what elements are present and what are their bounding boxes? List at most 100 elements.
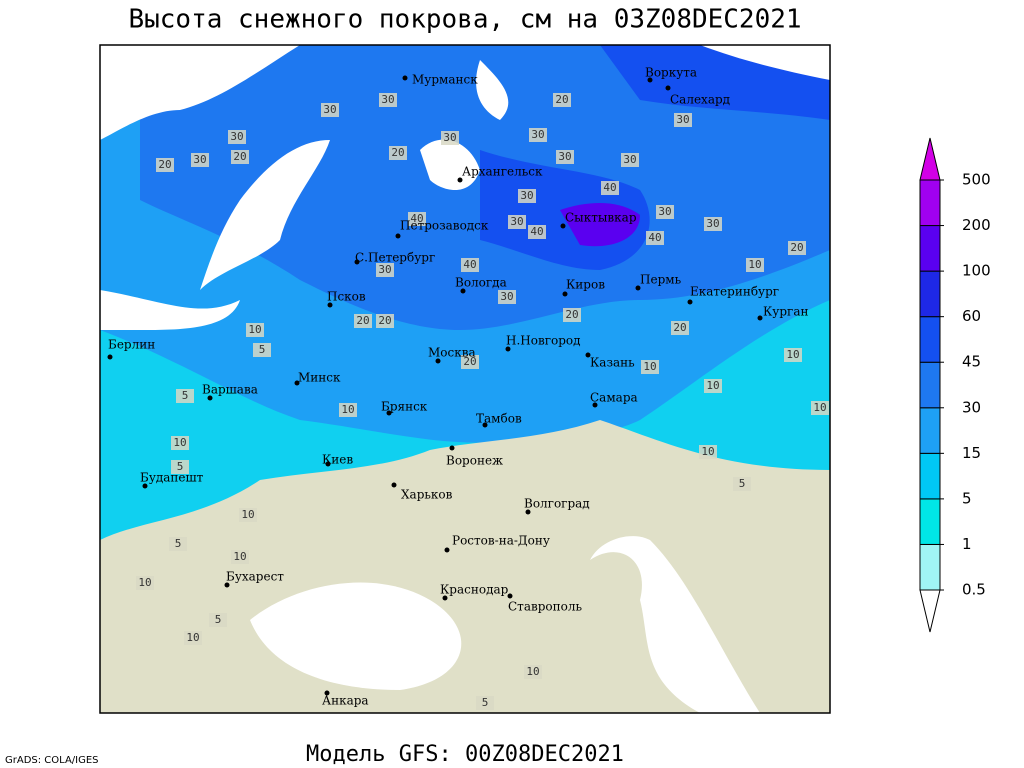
contour-label: 20 — [790, 241, 803, 254]
city-label: Бухарест — [226, 570, 284, 584]
city-dot — [560, 223, 566, 229]
contour-label-bg — [784, 348, 802, 362]
contour-label: 20 — [356, 314, 369, 327]
map-frame — [99, 44, 831, 714]
contour-label-bg — [671, 321, 689, 335]
contour-label: 20 — [158, 158, 171, 171]
city-label: Сыктывкар — [565, 211, 637, 225]
contour-label-bg — [528, 225, 546, 239]
city-label: С.Петербург — [355, 251, 435, 265]
legend-segment — [919, 225, 941, 272]
contour-label-bg — [811, 401, 829, 415]
city-dot — [665, 85, 671, 91]
contour-label-bg — [209, 613, 227, 627]
city-dot — [294, 380, 300, 386]
city-dot — [507, 593, 513, 599]
city-label: Харьков — [401, 488, 453, 502]
contour-label: 40 — [530, 225, 543, 238]
legend-label: 200 — [962, 216, 991, 234]
legend-triangle-bottom — [919, 589, 941, 633]
contour-label-bg — [389, 146, 407, 160]
contour-label: 10 — [186, 631, 199, 644]
contour-label-bg — [674, 113, 692, 127]
contour-label: 40 — [648, 231, 661, 244]
legend-segment — [919, 316, 941, 363]
city-dot — [386, 410, 392, 416]
city-label: Будапешт — [140, 471, 204, 485]
contour-label: 10 — [643, 360, 656, 373]
contour-label-bg — [379, 93, 397, 107]
contour-label: 30 — [500, 290, 513, 303]
city-label: Минск — [298, 371, 341, 385]
contour-label: 5 — [175, 537, 182, 550]
contour-label-bg — [408, 212, 426, 226]
contour-label: 30 — [323, 103, 336, 116]
city-label: Пермь — [640, 273, 682, 287]
contour-label: 10 — [526, 665, 539, 678]
contour-label: 10 — [241, 508, 254, 521]
contour-label: 10 — [248, 323, 261, 336]
contour-label-bg — [788, 241, 806, 255]
city-label: Самара — [590, 391, 638, 405]
contour-label: 5 — [177, 460, 184, 473]
contour-label-bg — [524, 665, 542, 679]
contour-label-bg — [171, 436, 189, 450]
contour-label-bg — [441, 131, 459, 145]
city-dot — [457, 177, 463, 183]
contour-label-bg — [746, 258, 764, 272]
contour-label-bg — [246, 323, 264, 337]
contour-label: 5 — [215, 613, 222, 626]
city-dot — [442, 595, 448, 601]
city-dot — [562, 291, 568, 297]
city-label: Казань — [590, 356, 635, 370]
city-label: Ставрополь — [508, 600, 582, 614]
contour-label-bg — [169, 537, 187, 551]
city-label: Анкара — [322, 694, 369, 708]
contour-label: 20 — [233, 150, 246, 163]
legend-label: 5 — [962, 489, 972, 507]
map-fill — [100, 45, 830, 713]
contour-label: 30 — [531, 128, 544, 141]
credit: GrADS: COLA/IGES — [5, 755, 99, 766]
legend-segment — [919, 179, 941, 227]
city-dot — [482, 422, 488, 428]
city-label: Вологда — [455, 276, 507, 290]
contour-label: 20 — [378, 314, 391, 327]
city-dot — [324, 690, 330, 696]
contour-label: 10 — [706, 379, 719, 392]
legend-label: 0.5 — [962, 581, 986, 599]
contour-label-bg — [136, 576, 154, 590]
city-dot — [525, 509, 531, 515]
city-dot — [460, 288, 466, 294]
contour-label: 40 — [463, 258, 476, 271]
contour-label: 5 — [259, 343, 266, 356]
contour-label-bg — [461, 355, 479, 369]
legend-segment — [919, 270, 941, 318]
contour-label-bg — [184, 631, 202, 645]
legend-label: 30 — [962, 398, 981, 416]
contour-label: 30 — [623, 153, 636, 166]
contour-label: 10 — [138, 576, 151, 589]
city-dot — [435, 358, 441, 364]
legend-segment — [919, 543, 941, 591]
city-label: Киров — [566, 278, 605, 292]
contour-label-bg — [508, 215, 526, 229]
contour-label-bg — [704, 217, 722, 231]
contour-label: 30 — [381, 93, 394, 106]
contour-label-bg — [518, 189, 536, 203]
contour-label-bg — [376, 314, 394, 328]
contour-label: 30 — [510, 215, 523, 228]
legend-label: 45 — [962, 353, 981, 371]
contour-label-bg — [321, 103, 339, 117]
city-dot — [402, 75, 408, 81]
contour-label: 10 — [701, 445, 714, 458]
legend-label: 100 — [962, 262, 991, 280]
contour-label: 30 — [706, 217, 719, 230]
city-dot — [224, 582, 230, 588]
city-label: Ростов-на-Дону — [452, 534, 550, 548]
contour-label: 10 — [173, 436, 186, 449]
city-dot — [505, 346, 511, 352]
contour-label: 10 — [341, 403, 354, 416]
city-label: Тамбов — [476, 412, 522, 426]
legend-segment — [919, 498, 941, 545]
